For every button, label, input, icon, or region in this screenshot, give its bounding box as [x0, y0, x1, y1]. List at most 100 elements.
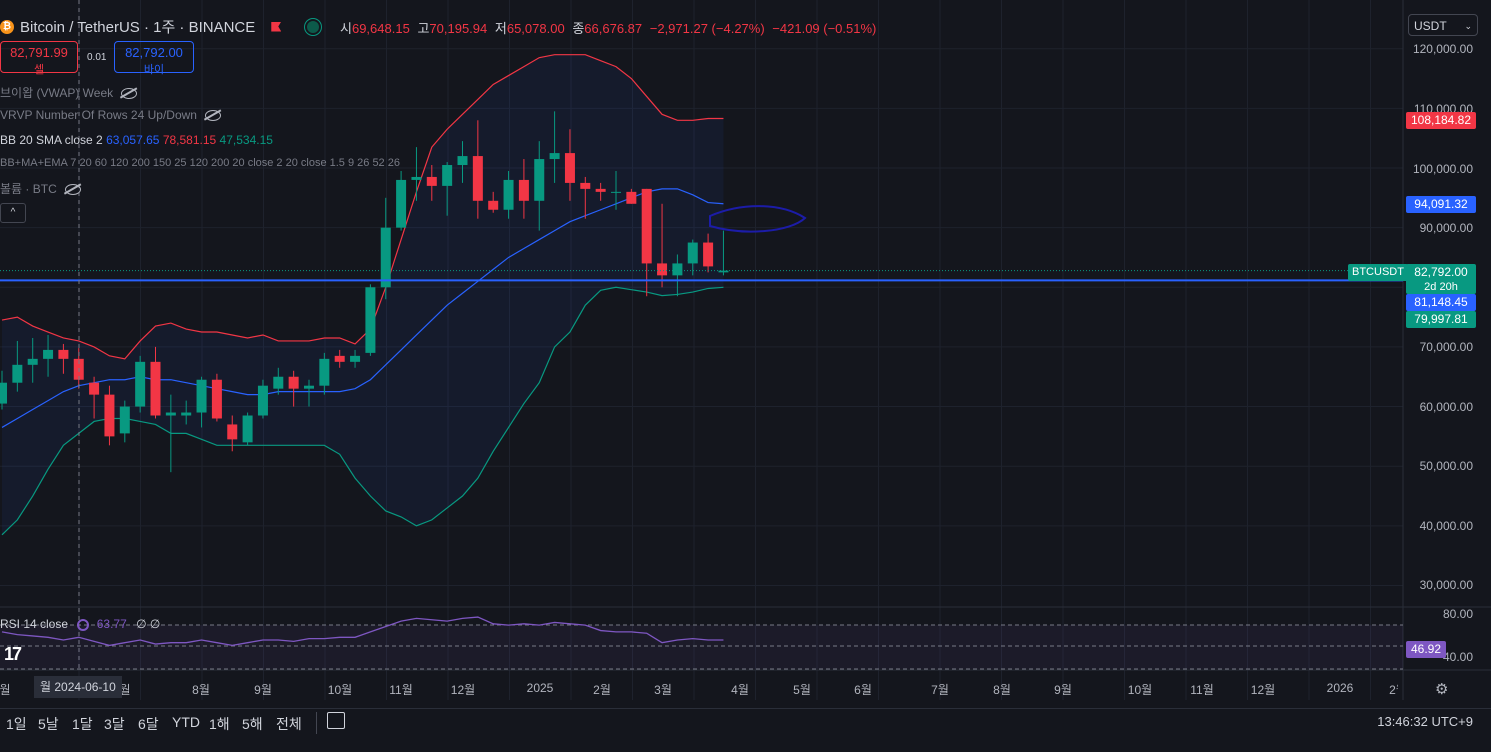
last-price-label: 82,792.00 2d 20h [1406, 264, 1476, 294]
vrvp-label: VRVP Number Of Rows 24 Up/Down [0, 108, 197, 122]
horizontal-line-price-label: 81,148.45 [1406, 294, 1476, 311]
candle-body [718, 270, 729, 273]
time-axis-label: 11월 [1190, 683, 1214, 697]
eye-hidden-icon[interactable] [64, 184, 81, 196]
price-axis-label: 120,000.00 [1412, 42, 1473, 56]
eye-hidden-icon[interactable] [121, 88, 138, 100]
candle-body [211, 379, 222, 419]
range-button-5d[interactable]: 5날 [38, 716, 59, 732]
bitcoin-icon: ₿ [0, 19, 14, 34]
symbol-title[interactable]: Bitcoin / TetherUS · 1주 · BINANCE [20, 19, 256, 36]
time-axis-label: 월 [119, 683, 131, 697]
high-key: 고 [417, 21, 430, 36]
loading-icon [77, 618, 90, 631]
range-button-6m[interactable]: 6달 [138, 716, 159, 732]
time-axis-label: 7월 [931, 683, 949, 697]
time-axis-label: 10월 [1127, 683, 1153, 697]
candle-body [350, 355, 361, 362]
candle-body [687, 242, 698, 264]
tradingview-logo[interactable]: 17 [4, 644, 22, 664]
indicator-bbma[interactable]: BB+MA+EMA 7 20 60 120 200 150 25 120 200… [0, 157, 400, 169]
candle-body [227, 424, 238, 440]
time-axis-label: 2월 [1389, 683, 1407, 697]
bb-basis-value: 63,057.65 [106, 133, 160, 147]
rsi-band-fill [0, 625, 1403, 669]
candle-body [503, 179, 514, 210]
price-axis-label: 50,000.00 [1419, 459, 1473, 473]
candle-body [396, 179, 407, 228]
close-key: 종 [572, 21, 585, 36]
candle-body [365, 287, 376, 353]
rsi-extra-values: ∅ ∅ [136, 617, 161, 631]
candle-body [457, 156, 468, 166]
time-axis-label: 3월 [654, 683, 672, 697]
candle-body [672, 263, 683, 276]
rsi-line [1, 616, 724, 647]
buy-button[interactable]: 82,792.00 바이 [114, 41, 194, 76]
buy-price: 82,792.00 [125, 45, 183, 60]
settings-gear-icon[interactable]: ⚙ [1435, 681, 1449, 698]
open-value: 69,648.15 [351, 21, 410, 36]
bb-upper-line [1, 54, 724, 360]
candle-body [442, 165, 453, 186]
bb-upper-value: 78,581.15 [162, 133, 217, 147]
candle-body [257, 385, 268, 416]
range-button-5y[interactable]: 5해 [242, 716, 263, 732]
vwap-label: 브이왑 (VWAP) Week [0, 86, 114, 100]
range-button-3m[interactable]: 3달 [104, 716, 125, 732]
sell-button[interactable]: 82,791.99 셀 [0, 41, 78, 76]
candle-body [518, 179, 529, 201]
indicator-vrvp[interactable]: VRVP Number Of Rows 24 Up/Down [0, 108, 221, 122]
calendar-icon[interactable] [327, 712, 345, 729]
eye-hidden-icon[interactable] [204, 110, 221, 122]
flag-icon[interactable] [271, 21, 282, 32]
ohlc-values: 시69,648.15 고70,195.94 저65,078.00 종66,676… [340, 18, 880, 37]
low-value: 65,078.00 [506, 21, 565, 36]
chevron-down-icon: ⌄ [1464, 21, 1472, 31]
range-button-1y[interactable]: 1해 [209, 716, 230, 732]
indicator-vwap[interactable]: 브이왑 (VWAP) Week [0, 84, 138, 101]
time-axis-label: 2025 [526, 681, 554, 695]
range-button-ytd[interactable]: YTD [172, 714, 200, 730]
candle-body [0, 382, 7, 404]
candle-body [657, 263, 668, 276]
market-status-icon[interactable] [305, 18, 322, 35]
candle-body [12, 364, 23, 383]
price-axis-label: 100,000.00 [1412, 162, 1473, 176]
range-button-1d[interactable]: 1일 [6, 716, 27, 732]
candle-body [27, 358, 38, 365]
range-button-all[interactable]: 전체 [276, 716, 302, 732]
rsi-label: RSI 14 close [0, 617, 69, 631]
symbol-header[interactable]: ₿ Bitcoin / TetherUS · 1주 · BINANCE [0, 16, 322, 37]
candle-body [641, 188, 652, 264]
bar-countdown: 2d 20h [1424, 281, 1458, 293]
change-value: −2,971.27 (−4.27%) [649, 21, 765, 36]
candle-body [242, 415, 253, 443]
rsi-value: 63.77 [96, 617, 127, 631]
toolbar-divider [316, 712, 317, 734]
rsi-legend[interactable]: RSI 14 close 63.77 ∅ ∅ [0, 617, 160, 631]
candle-body [150, 361, 161, 416]
candle-body [58, 349, 69, 359]
time-axis-label: 2026 [1326, 681, 1354, 695]
time-axis-label: 8월 [993, 683, 1011, 697]
bb-lower-value: 47,534.15 [219, 133, 273, 147]
currency-selector[interactable]: USDT ⌄ [1408, 14, 1478, 36]
candle-body [580, 182, 591, 189]
high-value: 70,195.94 [429, 21, 488, 36]
clock[interactable]: 13:46:32 UTC+9 [1377, 714, 1473, 729]
volume-label: 볼륨 · BTC [0, 182, 57, 196]
collapse-legend-button[interactable]: ^ [0, 203, 26, 223]
range-button-1m[interactable]: 1달 [72, 716, 93, 732]
change-value-2: −421.09 (−0.51%) [772, 21, 877, 36]
candle-body [564, 153, 575, 183]
candle-body [703, 242, 714, 267]
indicator-bb[interactable]: BB 20 SMA close 2 63,057.65 78,581.15 47… [0, 133, 273, 147]
candle-body [472, 156, 483, 201]
candle-body [304, 385, 314, 389]
candle-body [595, 188, 606, 192]
indicator-volume[interactable]: 볼륨 · BTC [0, 180, 81, 197]
symbol-price-tag: BTCUSDT [1348, 264, 1408, 281]
buy-label: 바이 [143, 64, 165, 76]
